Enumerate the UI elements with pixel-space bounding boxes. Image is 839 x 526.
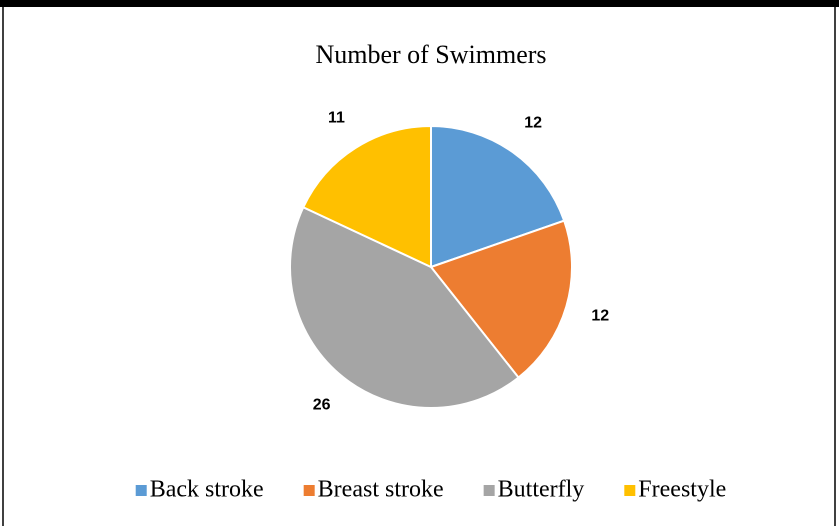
data-label: 12	[591, 307, 609, 324]
legend-swatch	[135, 485, 147, 496]
top-border	[0, 0, 839, 7]
pie-slice	[289, 205, 520, 409]
pie-slice	[429, 219, 573, 379]
data-label: 26	[313, 396, 331, 413]
data-label: 12	[524, 115, 542, 132]
chart-title: Number of Swimmers	[315, 40, 546, 69]
legend-swatch	[624, 485, 636, 496]
pie-slice	[301, 124, 432, 269]
data-label: 11	[328, 110, 345, 127]
legend-label: Butterfly	[498, 477, 585, 503]
legend-swatch	[303, 485, 315, 496]
legend-label: Freestyle	[638, 477, 726, 503]
legend-swatch	[483, 485, 495, 496]
legend-label: Breast stroke	[318, 477, 444, 503]
legend-label: Back stroke	[150, 477, 264, 503]
